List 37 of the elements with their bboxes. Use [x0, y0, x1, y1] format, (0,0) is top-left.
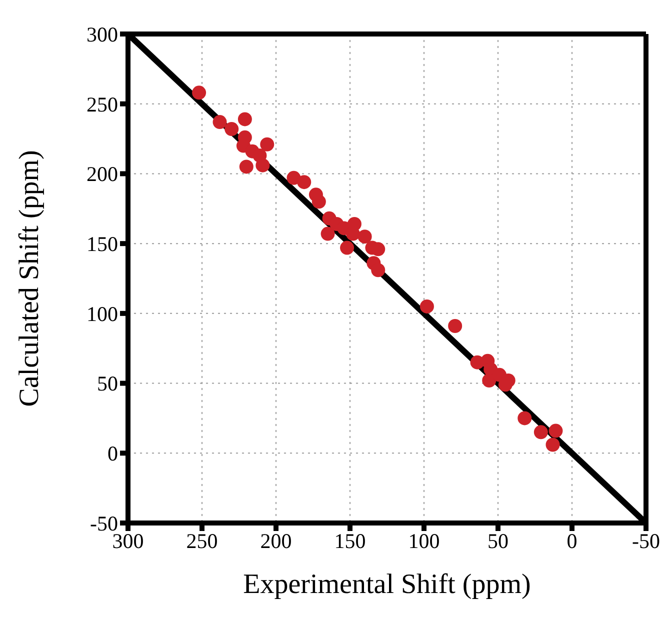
y-tick-label: 250 [86, 92, 118, 116]
point [546, 438, 560, 452]
y-tick-label: -50 [90, 511, 118, 536]
point [260, 137, 274, 152]
y-axis-title: Calculated Shift (ppm) [14, 150, 45, 407]
point [448, 319, 462, 334]
x-tick-label: 250 [186, 528, 218, 553]
point [340, 240, 354, 255]
point [192, 86, 206, 100]
y-tick-label: 150 [86, 232, 118, 256]
point [239, 160, 254, 174]
y-tick-label: 200 [86, 162, 118, 186]
point [420, 299, 434, 314]
x-tick-label: 150 [334, 528, 366, 553]
point [358, 230, 372, 244]
x-tick-label: -50 [632, 528, 660, 553]
point [534, 425, 548, 440]
point [212, 115, 227, 130]
point [224, 122, 239, 136]
point [518, 411, 532, 426]
x-tick-label: 200 [260, 528, 292, 553]
y-tick-label: 100 [86, 302, 118, 326]
y-tick-label: 0 [108, 442, 118, 466]
x-tick-label: 0 [566, 528, 578, 553]
point [548, 424, 563, 438]
point [482, 373, 496, 388]
point [312, 194, 326, 209]
point [238, 112, 252, 126]
point [320, 226, 335, 241]
x-tick-label: 50 [488, 528, 508, 553]
point [371, 263, 386, 278]
point [297, 175, 312, 190]
y-tick-label: 50 [97, 372, 118, 396]
point [252, 148, 267, 163]
x-tick-label: 100 [408, 528, 440, 553]
y-tick-label: 300 [86, 22, 118, 46]
x-axis-title: Experimental Shift (ppm) [243, 569, 531, 600]
